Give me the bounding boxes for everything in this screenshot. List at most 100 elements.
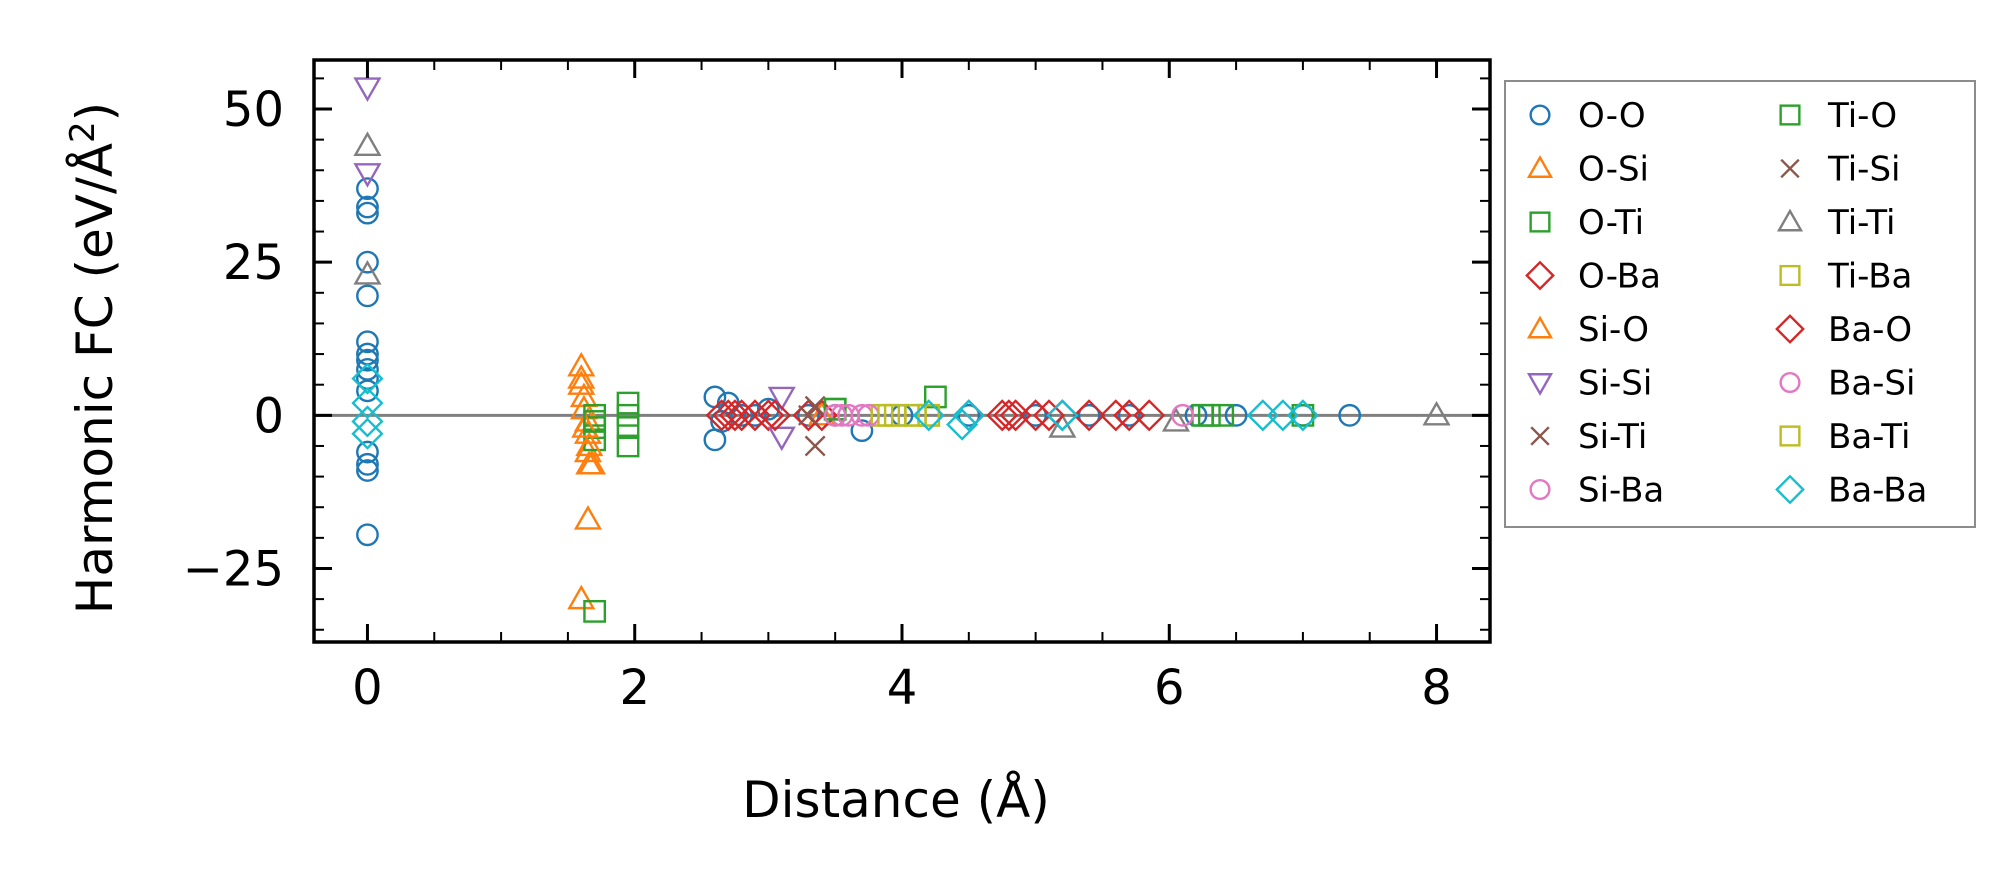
- data-point: [917, 403, 941, 427]
- data-point: [903, 403, 927, 427]
- series-ti-si: [798, 404, 819, 426]
- y-axis-label: Harmonic FC (eV/Å2): [63, 102, 124, 614]
- legend-marker: [1779, 425, 1801, 447]
- legend-label: O-O: [1578, 96, 1646, 136]
- data-point: [1072, 399, 1106, 432]
- data-point: [1024, 403, 1048, 427]
- data-point: [1113, 399, 1146, 432]
- data-point: [804, 395, 826, 417]
- legend-marker: [1529, 478, 1551, 501]
- legend-label: Ti-O: [1827, 96, 1897, 136]
- data-point: [583, 599, 607, 623]
- tick-labels: 0 2 4 6 8 −25 0 25 50: [183, 82, 1452, 716]
- legend-marker: [1775, 474, 1805, 505]
- data-point: [583, 410, 607, 433]
- data-point: [752, 399, 785, 432]
- data-point: [1171, 403, 1195, 427]
- legend-marker: [1779, 371, 1801, 394]
- series-si-ti: [804, 395, 826, 457]
- data-point: [616, 434, 640, 458]
- data-point: [756, 397, 780, 421]
- data-point: [804, 435, 826, 457]
- y-tick-label: 25: [223, 235, 284, 291]
- series-ti-ti: [353, 131, 1451, 438]
- data-point: [952, 399, 985, 432]
- data-point: [353, 260, 382, 285]
- data-point: [992, 399, 1026, 432]
- data-point: [356, 440, 379, 464]
- data-point: [767, 426, 796, 452]
- data-point: [986, 399, 1019, 432]
- data-point: [767, 386, 796, 412]
- data-point: [823, 403, 847, 427]
- legend-marker: [1525, 260, 1555, 291]
- data-point: [356, 330, 379, 354]
- data-point: [356, 523, 379, 547]
- y-tick-label: 50: [223, 82, 284, 138]
- data-point: [1224, 403, 1248, 427]
- data-point: [575, 449, 604, 475]
- data-point: [730, 403, 754, 427]
- data-point: [912, 399, 945, 432]
- legend-marker: [1530, 426, 1550, 446]
- data-point: [758, 399, 792, 432]
- data-point: [850, 419, 874, 443]
- legend-label: O-Ti: [1578, 203, 1644, 243]
- legend-label: Ba-Si: [1828, 364, 1915, 404]
- series-ba-ba: [351, 362, 1320, 450]
- data-point: [1048, 413, 1077, 438]
- series-o-si: [567, 351, 836, 610]
- x-tick-label: 2: [619, 660, 650, 716]
- data-point: [1099, 399, 1132, 432]
- data-point: [1161, 407, 1191, 432]
- x-tick-label: 6: [1154, 660, 1185, 716]
- data-point: [705, 399, 738, 432]
- legend-label: Si-Ba: [1578, 471, 1664, 511]
- legend-label: Ti-Ti: [1827, 203, 1896, 243]
- data-point: [571, 413, 600, 438]
- legend-marker: [1526, 373, 1554, 396]
- data-point: [616, 416, 640, 439]
- y-axis-label-main: Harmonic FC (eV/Å: [66, 143, 124, 614]
- data-point: [877, 403, 901, 427]
- legend-label: Si-Si: [1578, 364, 1652, 404]
- legend-marker: [1775, 314, 1805, 344]
- data-point: [353, 131, 382, 156]
- axis-ticks: [314, 60, 1490, 642]
- data-point: [616, 403, 640, 427]
- legend-marker: [1526, 155, 1554, 178]
- y-axis-label-superscript: 2: [63, 121, 103, 143]
- legend-box: [1504, 80, 1976, 528]
- data-point: [573, 505, 603, 530]
- data-point: [356, 201, 379, 225]
- data-point: [807, 400, 836, 426]
- legend-label: Ba-Ti: [1828, 417, 1910, 457]
- legend-label: Ti-Si: [1827, 150, 1900, 190]
- data-point: [1422, 400, 1451, 426]
- data-point: [351, 417, 384, 450]
- legend-marker: [1526, 315, 1554, 339]
- y-tick-label: 0: [253, 388, 284, 444]
- x-axis-label: Distance (Å): [742, 771, 1050, 829]
- data-point: [356, 452, 379, 476]
- legend-marker: [1529, 211, 1551, 233]
- series-si-si: [353, 77, 796, 452]
- legend: O-O O-Si O-Ti O-Ba Si-O Si-Si Si-Ti Si-Ba Ti-O Ti…: [1504, 80, 1976, 528]
- data-point: [351, 362, 384, 395]
- data-point: [567, 364, 596, 389]
- data-point: [351, 405, 384, 438]
- data-point: [567, 370, 596, 395]
- x-tick-label: 0: [352, 660, 383, 716]
- data-point: [798, 404, 819, 426]
- data-point: [1286, 399, 1320, 432]
- data-point: [1046, 399, 1079, 432]
- data-point: [356, 250, 379, 274]
- legend-marker: [1780, 158, 1800, 179]
- data-point: [1032, 399, 1066, 432]
- data-point: [351, 386, 384, 420]
- data-point: [616, 391, 640, 415]
- legend-marker: [1776, 208, 1804, 232]
- legend-label: Ti-Ba: [1827, 257, 1912, 297]
- data-point: [823, 397, 847, 421]
